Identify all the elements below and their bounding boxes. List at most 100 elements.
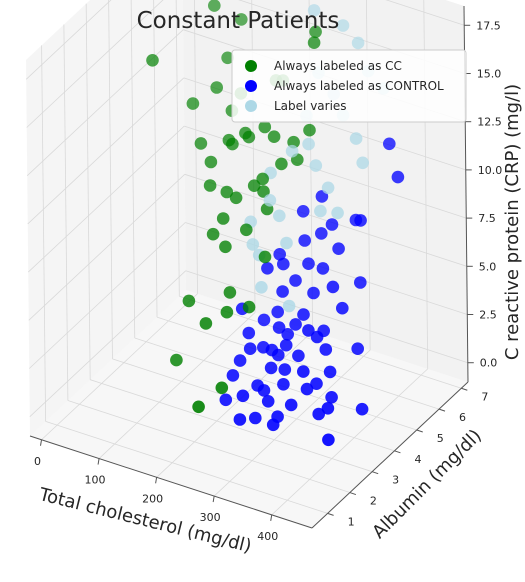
z-axis-label: C reactive protein (CRP) (mg/l) bbox=[502, 84, 523, 360]
point-varies bbox=[307, 4, 321, 17]
x-tick-mark bbox=[40, 439, 43, 446]
point-control bbox=[383, 137, 396, 151]
side-pane bbox=[26, 0, 186, 436]
legend-label-varies: Label varies bbox=[274, 99, 347, 113]
y-tick-label: 6 bbox=[459, 411, 466, 424]
point-varies bbox=[314, 204, 327, 218]
z-tick-label: 10.0 bbox=[478, 164, 503, 177]
legend-label-control: Always labeled as CONTROL bbox=[274, 79, 444, 93]
z-tick-label: 12.5 bbox=[477, 116, 502, 129]
point-cc bbox=[229, 191, 243, 205]
y-tick-label: 1 bbox=[348, 515, 355, 528]
grid-line bbox=[45, 421, 328, 514]
point-control bbox=[233, 413, 247, 426]
grid-line bbox=[156, 316, 440, 410]
point-varies bbox=[336, 19, 350, 32]
point-control bbox=[257, 384, 271, 397]
legend-label-cc: Always labeled as CC bbox=[274, 59, 402, 73]
point-cc bbox=[235, 13, 248, 26]
grid-line bbox=[153, 0, 158, 318]
grid-line bbox=[156, 331, 313, 478]
point-control bbox=[307, 286, 320, 300]
point-cc bbox=[216, 212, 230, 225]
grid-line bbox=[385, 0, 465, 26]
y-tick-mark bbox=[416, 429, 423, 433]
grid-line bbox=[112, 358, 395, 452]
x-tick-label: 400 bbox=[257, 530, 278, 543]
x-tick-mark bbox=[97, 458, 100, 465]
point-cc bbox=[220, 185, 234, 199]
z-tick-label: 17.5 bbox=[476, 19, 501, 32]
grid-line bbox=[41, 45, 46, 422]
point-control bbox=[354, 276, 367, 289]
point-cc bbox=[240, 223, 253, 237]
point-control bbox=[310, 330, 324, 344]
y-tick-label: 2 bbox=[370, 495, 377, 508]
point-varies bbox=[285, 144, 299, 158]
point-cc bbox=[303, 123, 316, 137]
y-tick-mark bbox=[394, 450, 401, 454]
point-control bbox=[326, 280, 340, 294]
point-control bbox=[219, 393, 233, 407]
point-cc bbox=[309, 25, 322, 39]
point-cc bbox=[223, 286, 237, 299]
scatter-points bbox=[146, 0, 405, 447]
point-control bbox=[273, 248, 287, 261]
y-tick-mark bbox=[372, 471, 379, 475]
z-tick-label: 5.0 bbox=[479, 260, 497, 273]
point-control bbox=[322, 433, 335, 447]
point-cc bbox=[226, 137, 239, 151]
point-control bbox=[242, 326, 256, 340]
grid-line bbox=[27, 125, 185, 273]
x-tick-label: 300 bbox=[200, 511, 221, 524]
point-cc bbox=[247, 179, 261, 192]
point-varies bbox=[263, 194, 277, 207]
point-control bbox=[296, 205, 310, 218]
point-cc bbox=[242, 300, 256, 314]
x-tick-label: 100 bbox=[85, 474, 106, 487]
grid-line bbox=[29, 270, 187, 418]
point-control bbox=[298, 234, 312, 247]
point-control bbox=[355, 402, 369, 416]
legend-box bbox=[231, 49, 467, 123]
point-control bbox=[302, 257, 315, 271]
point-cc bbox=[199, 317, 213, 330]
grid-line bbox=[175, 0, 180, 297]
grid-line bbox=[85, 3, 91, 380]
point-control bbox=[261, 262, 274, 275]
x-tick-mark bbox=[270, 514, 273, 521]
point-control bbox=[325, 391, 338, 404]
point-cc bbox=[206, 227, 220, 241]
point-varies bbox=[349, 132, 363, 145]
z-tick-label: 7.5 bbox=[478, 212, 496, 225]
point-control bbox=[289, 274, 302, 287]
x-tick-mark bbox=[212, 495, 215, 503]
z-tick-label: 0.0 bbox=[480, 357, 498, 370]
point-cc bbox=[170, 353, 183, 367]
grid-line bbox=[183, 77, 466, 171]
point-control bbox=[297, 308, 310, 321]
x-axis-line bbox=[29, 435, 313, 529]
point-control bbox=[226, 369, 240, 382]
point-control bbox=[271, 305, 285, 319]
point-control bbox=[292, 349, 305, 363]
legend-marker-varies bbox=[245, 100, 257, 112]
point-control bbox=[297, 365, 310, 378]
point-cc bbox=[186, 97, 200, 110]
point-control bbox=[354, 214, 367, 227]
x-tick-label: 0 bbox=[34, 455, 41, 468]
legend-marker-cc bbox=[245, 60, 257, 72]
point-control bbox=[321, 402, 335, 415]
point-control bbox=[278, 363, 292, 376]
y-tick-label: 4 bbox=[414, 453, 421, 466]
grid-line bbox=[29, 222, 186, 369]
point-control bbox=[312, 407, 326, 421]
grid-line bbox=[185, 270, 468, 364]
y-tick-label: 7 bbox=[481, 390, 488, 403]
grid-line bbox=[130, 0, 136, 338]
point-varies bbox=[273, 209, 286, 223]
point-control bbox=[284, 398, 298, 412]
y-tick-mark bbox=[461, 387, 468, 391]
grid-line bbox=[271, 368, 428, 516]
